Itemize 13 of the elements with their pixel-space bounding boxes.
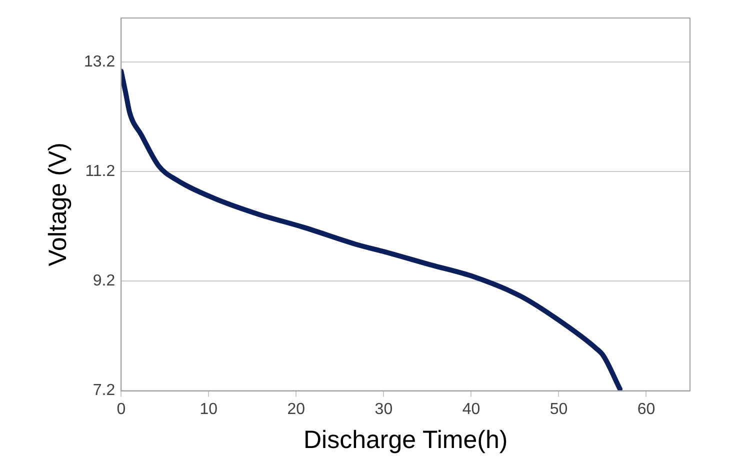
- x-tick-label: 40: [462, 400, 480, 418]
- x-axis-title: Discharge Time(h): [303, 426, 508, 454]
- x-tick-label: 20: [287, 400, 306, 418]
- y-tick-label: 7.2: [92, 382, 116, 400]
- x-tick-label: 50: [550, 400, 568, 418]
- x-tick-label: 30: [374, 400, 393, 418]
- y-tick-label: 9.2: [92, 272, 116, 290]
- y-tick-label: 11.2: [85, 162, 116, 180]
- x-tick-label: 60: [637, 400, 656, 418]
- y-tick-label: 13.2: [84, 53, 116, 70]
- y-axis-title: Voltage (V): [44, 142, 72, 266]
- x-tick-label: 10: [200, 400, 218, 418]
- x-tick-label: 0: [116, 400, 126, 418]
